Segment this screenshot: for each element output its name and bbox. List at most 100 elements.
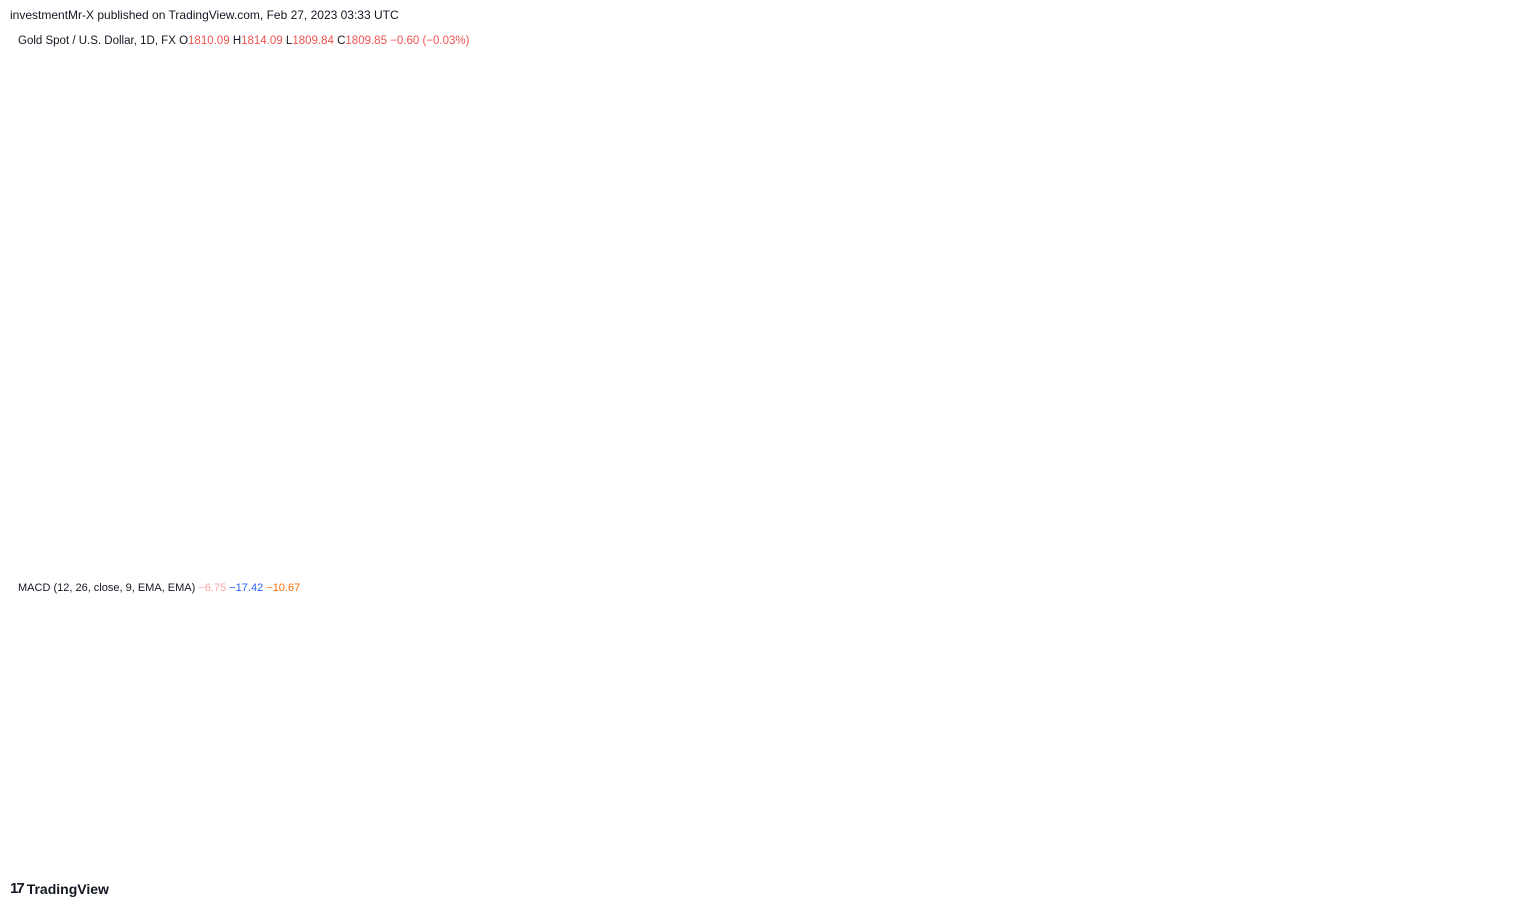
candle-body (636, 290, 644, 303)
candle (814, 231, 822, 252)
price-tick-label: 1600.00 (1465, 541, 1505, 553)
macd-tag-hist-bg (1456, 743, 1514, 759)
macd-hist-bar (93, 728, 103, 729)
candle (84, 455, 92, 527)
downtrend-line (915, 90, 1135, 282)
candle (1050, 82, 1058, 152)
macd-tag-hist-text: −6.75 (1471, 746, 1499, 758)
macd-tag-macd-text: −17.42 (1468, 783, 1502, 795)
candle-body (478, 351, 486, 368)
macd-hist-bar (1099, 728, 1109, 777)
candle (409, 343, 417, 410)
candle-body (991, 100, 999, 110)
macd-hist-bar (694, 728, 704, 732)
macd-hist-bar (586, 728, 596, 730)
us-flag-icon-stripe (1436, 553, 1448, 555)
macd-hist-bar (142, 681, 152, 728)
price-tag-1810-bg (1456, 250, 1514, 266)
candle-body (331, 490, 339, 504)
macd-hist-bar (191, 705, 201, 728)
macd-hist-bar (261, 728, 270, 735)
time-tick-label: 2023 (717, 853, 741, 865)
candle-body (1050, 94, 1058, 144)
candle (478, 349, 486, 375)
macd-tick-label: 10.00 (1465, 689, 1493, 701)
macd-hist-bar (458, 704, 468, 728)
candle-body (153, 400, 161, 403)
candle-body (35, 447, 43, 456)
candle (390, 394, 398, 455)
candle (1080, 185, 1088, 211)
price-tick-label: 1925.00 (1465, 122, 1505, 134)
macd-hist-bar (63, 728, 73, 741)
us-flag-icon-stripe (1412, 558, 1424, 560)
candle-body (252, 508, 260, 512)
macd-hist-bar (1108, 728, 1118, 776)
candle (981, 100, 989, 119)
macd-hist-bar (556, 721, 566, 728)
candle (1011, 113, 1019, 139)
time-tick-label: Dec (522, 853, 542, 865)
candles (15, 81, 1216, 527)
price-tag-last-text: 1809.85 (1465, 271, 1505, 283)
us-flag-icon-stripe (1412, 553, 1424, 555)
candle (469, 330, 477, 353)
callout-inverted-v-pointer (1134, 56, 1182, 97)
price-tick-label: 1700.00 (1465, 412, 1505, 424)
macd-hist-bar (399, 694, 409, 728)
time-tick-label: 13 (1009, 853, 1021, 865)
macd-tick-label: −20.00 (1465, 792, 1499, 804)
candle-body (1070, 202, 1078, 204)
macd-hist-bar (606, 728, 616, 729)
candle (183, 438, 191, 465)
price-axis: USD 1975.00 1950.00 1925.00 1900.00 1875.00 18… (1465, 36, 1505, 839)
macd-hist-bar (1039, 728, 1049, 774)
price-tag-1810: 1810.33 (1456, 250, 1514, 266)
candle (587, 287, 595, 334)
price-tag-last-bg (1456, 267, 1514, 297)
grid-lines (10, 30, 1455, 845)
candle (636, 280, 644, 308)
macd-divergence-trendline (1004, 749, 1173, 783)
candle (281, 459, 289, 488)
macd-hist-bar (418, 681, 428, 728)
callout-sideways-text: Interval of sideways shock adjustment (1… (734, 427, 1070, 443)
macd-tag-signal: −10.67 (1456, 761, 1514, 777)
callout-inverted-v-bubble (1111, 39, 1259, 74)
candle (922, 120, 930, 145)
candle-body (715, 269, 723, 305)
macd-hist-bar (1059, 728, 1069, 775)
low-value: 1809.84 (292, 35, 334, 47)
candle (252, 484, 260, 521)
macd-hist-bar (872, 711, 882, 728)
macd-hist-bar (852, 713, 862, 728)
publish-info: investmentMr-X published on TradingView.… (10, 8, 399, 22)
candle (380, 437, 388, 461)
macd-hist-bar (862, 710, 872, 728)
candle-body (488, 362, 496, 368)
candle (45, 447, 53, 483)
candle-body (962, 117, 970, 124)
macd-hist-bar (221, 721, 231, 728)
candle (725, 259, 733, 279)
macd-hist-bar (1030, 728, 1040, 768)
macd-hist-bar (724, 728, 734, 735)
candle-body (784, 272, 792, 287)
candle (764, 246, 772, 297)
candle (656, 256, 664, 318)
us-flag-icon-circle (1408, 549, 1428, 569)
candle-body (666, 274, 674, 278)
macd-hist-bar (1000, 728, 1010, 740)
candle-body (1021, 121, 1029, 128)
candle-body (222, 487, 230, 491)
macd-tag-macd-bg (1456, 780, 1514, 796)
candle (133, 378, 141, 419)
macd-hist-bar (842, 713, 852, 728)
candle (192, 445, 200, 476)
macd-hist-bar (635, 728, 645, 729)
candle (1129, 198, 1137, 223)
candle-body (1001, 100, 1009, 124)
candle (784, 267, 792, 292)
macd-hist-bar (1069, 728, 1079, 774)
